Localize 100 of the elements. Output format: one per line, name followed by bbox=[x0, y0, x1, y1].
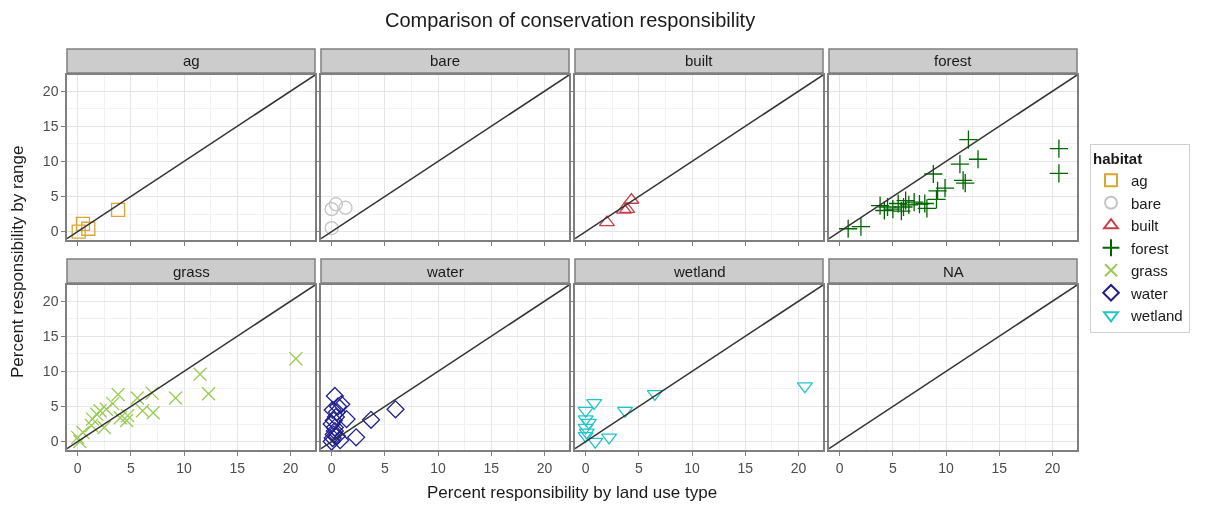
point bbox=[958, 129, 979, 150]
y-tick-label: 10 bbox=[42, 153, 59, 170]
legend-label: grass bbox=[1131, 262, 1168, 280]
point bbox=[337, 410, 356, 429]
point bbox=[322, 414, 341, 434]
y-tick-label: 5 bbox=[50, 398, 59, 415]
point bbox=[917, 198, 937, 219]
point bbox=[324, 425, 343, 444]
point bbox=[1049, 138, 1069, 159]
point bbox=[119, 413, 134, 428]
point bbox=[113, 410, 128, 425]
point bbox=[130, 390, 145, 406]
y-tick-label: 5 bbox=[50, 188, 59, 205]
y-tick-label: 20 bbox=[42, 83, 59, 100]
point bbox=[883, 199, 903, 219]
point bbox=[327, 402, 347, 422]
legend-label: bare bbox=[1131, 194, 1162, 212]
x-tick-label: 10 bbox=[684, 459, 701, 476]
y-tick-label: 15 bbox=[42, 118, 59, 135]
point bbox=[327, 426, 347, 446]
chart-subtitle: ag bbox=[183, 52, 200, 69]
point bbox=[110, 202, 126, 217]
legend-label: forest bbox=[1131, 239, 1170, 257]
point bbox=[923, 164, 944, 184]
point bbox=[347, 428, 366, 447]
point bbox=[110, 387, 126, 402]
x-tick-label: 20 bbox=[282, 459, 299, 476]
point bbox=[895, 190, 916, 211]
point bbox=[81, 221, 96, 236]
x-tick-label: 20 bbox=[1044, 459, 1061, 476]
point bbox=[145, 385, 160, 401]
y-tick-label: 0 bbox=[50, 433, 59, 450]
point bbox=[909, 194, 930, 214]
point bbox=[70, 430, 85, 445]
x-tick-label: 15 bbox=[991, 459, 1008, 476]
chart-subtitle: water bbox=[426, 263, 464, 280]
point bbox=[75, 216, 91, 231]
point bbox=[85, 411, 100, 427]
x-tick-label: 20 bbox=[790, 459, 807, 476]
point bbox=[192, 367, 208, 382]
point bbox=[586, 399, 603, 411]
point bbox=[904, 192, 924, 212]
point bbox=[105, 396, 120, 411]
point bbox=[120, 408, 135, 423]
point bbox=[288, 351, 303, 366]
chart-subtitle: forest bbox=[934, 52, 973, 69]
point bbox=[577, 423, 594, 435]
chart-subtitle: bare bbox=[430, 52, 461, 69]
point bbox=[950, 154, 970, 174]
x-tick-label: 0 bbox=[73, 459, 82, 476]
x-tick-label: 0 bbox=[327, 459, 336, 476]
x-tick-label: 5 bbox=[126, 459, 135, 476]
legend-label: water bbox=[1130, 284, 1168, 302]
point bbox=[332, 395, 351, 414]
chart-subtitle: NA bbox=[943, 263, 964, 280]
x-tick-label: 15 bbox=[483, 459, 500, 476]
point bbox=[168, 390, 183, 406]
point bbox=[325, 386, 344, 406]
point bbox=[324, 411, 343, 430]
x-tick-label: 20 bbox=[536, 459, 553, 476]
legend-title: habitat bbox=[1093, 150, 1143, 167]
point bbox=[838, 219, 858, 239]
y-tick-label: 10 bbox=[42, 363, 59, 380]
point bbox=[326, 407, 345, 427]
point bbox=[915, 193, 935, 214]
x-tick-label: 10 bbox=[176, 459, 193, 476]
point bbox=[386, 400, 405, 419]
x-tick-label: 5 bbox=[888, 459, 897, 476]
x-axis-title: Percent responsibility by land use type bbox=[427, 483, 718, 502]
point bbox=[623, 192, 640, 204]
point bbox=[325, 421, 344, 441]
x-tick-label: 15 bbox=[229, 459, 246, 476]
point bbox=[325, 418, 344, 437]
x-tick-label: 10 bbox=[430, 459, 447, 476]
point bbox=[89, 407, 104, 422]
x-tick-label: 5 bbox=[380, 459, 389, 476]
y-tick-label: 15 bbox=[42, 328, 59, 345]
point bbox=[927, 181, 948, 201]
point bbox=[324, 220, 339, 236]
x-tick-label: 15 bbox=[737, 459, 754, 476]
x-tick-label: 5 bbox=[634, 459, 643, 476]
point bbox=[92, 403, 108, 418]
legend-label: built bbox=[1131, 217, 1160, 235]
legend-label: ag bbox=[1131, 172, 1148, 190]
text: Comparison of conservation responsibility bbox=[385, 9, 756, 31]
chart-subtitle: built bbox=[685, 52, 714, 69]
point bbox=[201, 386, 216, 401]
point bbox=[578, 428, 595, 440]
chart-subtitle: grass bbox=[173, 263, 210, 280]
point bbox=[899, 195, 919, 215]
point bbox=[331, 431, 350, 450]
point bbox=[71, 224, 86, 239]
point bbox=[99, 402, 114, 417]
point bbox=[587, 437, 604, 449]
point bbox=[323, 428, 342, 448]
point bbox=[1049, 163, 1069, 184]
point bbox=[968, 149, 988, 170]
point bbox=[361, 410, 381, 429]
y-tick-label: 20 bbox=[42, 293, 59, 310]
x-tick-label: 0 bbox=[581, 459, 590, 476]
